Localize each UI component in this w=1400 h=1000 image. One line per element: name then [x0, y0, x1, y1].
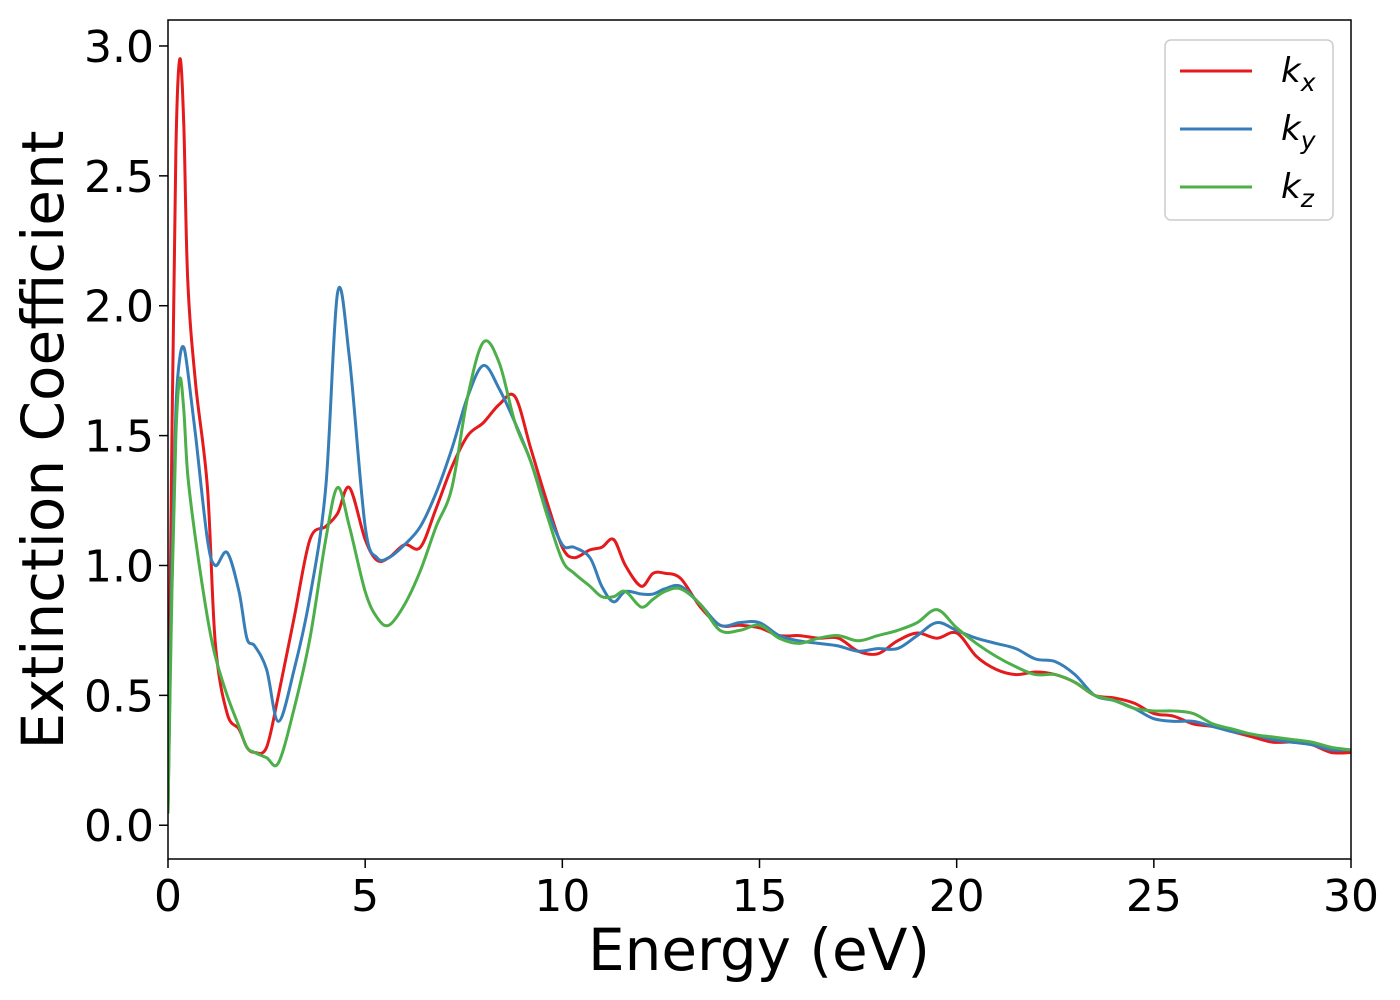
series-layer	[168, 57, 1351, 814]
y-axis-ticks: 0.0 0.5 1.0 1.5 2.0 2.5 3.0	[84, 22, 168, 852]
legend-label-kx: kx	[1281, 51, 1316, 97]
series-line-kz	[168, 339, 1351, 814]
legend-label-ky: ky	[1281, 109, 1317, 155]
y-tick-label: 2.5	[84, 152, 154, 203]
y-tick-label: 1.0	[84, 541, 154, 592]
series-line-ky	[168, 285, 1351, 814]
x-tick-label: 0	[154, 871, 182, 922]
x-tick-label: 30	[1323, 871, 1379, 922]
legend-label-kz: kz	[1281, 167, 1315, 213]
x-tick-label: 25	[1126, 871, 1182, 922]
x-tick-label: 15	[732, 871, 788, 922]
x-axis-title: Energy (eV)	[588, 916, 930, 984]
x-axis-ticks: 0 5 10 15 20 25 30	[154, 859, 1379, 922]
x-tick-label: 10	[534, 871, 590, 922]
y-axis-title: Extinction Coefficient	[9, 131, 77, 750]
x-tick-label: 5	[351, 871, 379, 922]
y-tick-label: 1.5	[84, 412, 154, 463]
y-tick-label: 0.5	[84, 671, 154, 722]
legend: kx ky kz	[1164, 39, 1334, 221]
y-tick-label: 2.0	[84, 282, 154, 333]
y-tick-label: 0.0	[84, 801, 154, 852]
y-tick-label: 3.0	[84, 22, 154, 73]
x-tick-label: 20	[929, 871, 985, 922]
